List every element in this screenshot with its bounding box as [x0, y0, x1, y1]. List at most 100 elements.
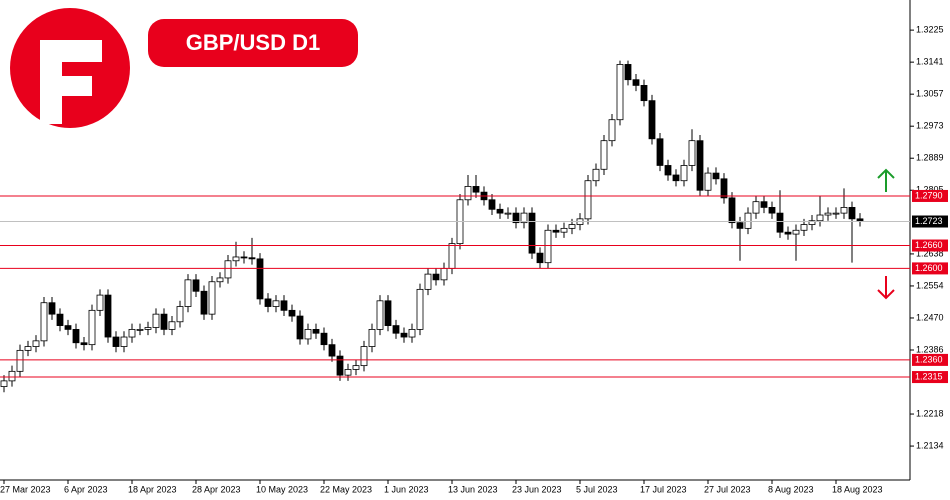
- candle-body: [432, 273, 440, 281]
- y-tick-label: 1.2386: [916, 344, 944, 354]
- candle-body: [696, 140, 704, 191]
- level-tag: [912, 262, 948, 275]
- candle-body: [712, 172, 720, 180]
- y-tick-label: 1.3057: [916, 89, 944, 99]
- candle-body: [280, 300, 288, 311]
- x-tick-label: 27 Mar 2023: [0, 484, 51, 494]
- level-label: 1.2360: [915, 354, 943, 364]
- candle-body: [560, 227, 568, 233]
- level-label: 1.2315: [915, 371, 943, 381]
- candle-body: [16, 349, 24, 372]
- level-label: 1.2600: [915, 263, 943, 273]
- candle-body: [736, 222, 744, 229]
- candle-body: [408, 329, 416, 338]
- candle-body: [496, 208, 504, 214]
- y-tick-label: 1.2973: [916, 121, 944, 131]
- candle-body: [264, 298, 272, 307]
- down-arrow: [877, 276, 895, 300]
- candle-body: [816, 214, 824, 222]
- candle-body: [752, 201, 760, 214]
- current-price-label: 1.2723: [915, 216, 943, 226]
- candle-body: [160, 313, 168, 330]
- candle-body: [184, 279, 192, 307]
- candle-body: [424, 273, 432, 290]
- candle-body: [384, 300, 392, 326]
- candle-body: [392, 325, 400, 334]
- candle-body: [96, 294, 104, 311]
- x-tick-label: 5 Jul 2023: [576, 484, 618, 494]
- candle-body: [592, 168, 600, 182]
- level-tag: [912, 353, 948, 366]
- candle-body: [704, 172, 712, 191]
- y-tick-label: 1.3141: [916, 57, 944, 67]
- candle-body: [416, 288, 424, 330]
- candle-body: [760, 201, 768, 208]
- y-tick-label: 1.3225: [916, 24, 944, 34]
- candle-body: [352, 365, 360, 370]
- logo-circle: [10, 8, 130, 128]
- candle-body: [296, 315, 304, 340]
- candle-body: [552, 229, 560, 233]
- current-price-tag: [912, 215, 948, 228]
- candle-body: [344, 369, 352, 376]
- x-tick-label: 1 Jun 2023: [384, 484, 429, 494]
- candle-body: [448, 243, 456, 269]
- y-tick-label: 1.2638: [916, 248, 944, 258]
- candle-body: [656, 138, 664, 166]
- candle-body: [784, 231, 792, 235]
- candle-body: [776, 212, 784, 233]
- candle-body: [104, 294, 112, 338]
- candle-body: [128, 329, 136, 338]
- candle-body: [648, 100, 656, 140]
- candle-body: [464, 186, 472, 201]
- x-tick-label: 13 Jun 2023: [448, 484, 498, 494]
- candle-body: [120, 336, 128, 347]
- candle-body: [24, 346, 32, 351]
- candle-body: [144, 327, 152, 330]
- candle-body: [80, 342, 88, 346]
- x-tick-label: 27 Jul 2023: [704, 484, 751, 494]
- x-tick-label: 28 Apr 2023: [192, 484, 241, 494]
- candle-body: [768, 207, 776, 214]
- candle-body: [368, 329, 376, 347]
- candle-body: [304, 329, 312, 340]
- logo-glyph: [40, 40, 102, 124]
- candle-body: [176, 306, 184, 323]
- up-arrow: [877, 168, 895, 192]
- candle-body: [224, 260, 232, 279]
- candle-body: [72, 329, 80, 344]
- candle-body: [624, 64, 632, 81]
- candle-body: [488, 199, 496, 210]
- candle-body: [640, 85, 648, 102]
- candle-body: [0, 380, 8, 387]
- candle-body: [664, 165, 672, 176]
- y-tick-label: 1.2134: [916, 440, 944, 450]
- candle-body: [720, 178, 728, 199]
- x-tick-label: 18 Aug 2023: [832, 484, 883, 494]
- candle-body: [584, 180, 592, 220]
- candle-body: [248, 257, 256, 260]
- candle-body: [680, 165, 688, 182]
- level-tag: [912, 371, 948, 384]
- candle-body: [848, 207, 856, 220]
- candle-body: [192, 279, 200, 292]
- candle-body: [400, 332, 408, 338]
- candle-body: [232, 256, 240, 262]
- candle-body: [440, 268, 448, 281]
- candle-body: [632, 79, 640, 86]
- y-tick-label: 1.2218: [916, 408, 944, 418]
- x-tick-label: 23 Jun 2023: [512, 484, 562, 494]
- candle-body: [472, 186, 480, 193]
- x-tick-label: 18 Apr 2023: [128, 484, 177, 494]
- x-tick-label: 10 May 2023: [256, 484, 308, 494]
- candle-body: [272, 300, 280, 307]
- candle-body: [200, 290, 208, 315]
- candle-body: [672, 174, 680, 182]
- candle-body: [800, 224, 808, 231]
- candle-body: [48, 302, 56, 315]
- candle-body: [512, 212, 520, 224]
- candle-body: [600, 140, 608, 170]
- candle-body: [312, 329, 320, 334]
